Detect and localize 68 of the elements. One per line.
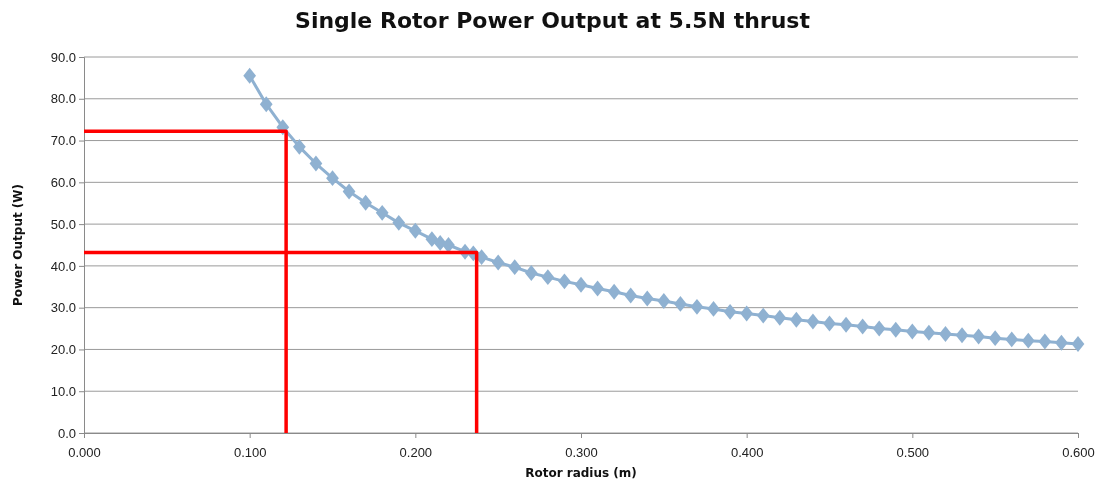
point bbox=[988, 330, 1002, 347]
y-tick-label: 10.0 bbox=[50, 383, 76, 399]
y-tick-label: 20.0 bbox=[50, 342, 76, 358]
point bbox=[740, 305, 754, 322]
point bbox=[309, 155, 323, 172]
point bbox=[806, 313, 820, 330]
point bbox=[524, 265, 538, 281]
y-tick-label: 50.0 bbox=[50, 216, 76, 232]
point bbox=[1038, 333, 1052, 350]
point bbox=[674, 295, 687, 312]
point bbox=[972, 328, 985, 345]
point bbox=[856, 318, 869, 335]
point bbox=[640, 290, 654, 307]
point bbox=[607, 283, 621, 300]
point bbox=[790, 311, 803, 328]
point bbox=[1055, 334, 1068, 351]
point bbox=[955, 327, 969, 344]
point bbox=[889, 321, 903, 338]
point bbox=[1071, 336, 1085, 352]
y-tick-label: 80.0 bbox=[50, 91, 76, 107]
y-tick-label: 60.0 bbox=[50, 174, 76, 190]
point bbox=[723, 303, 737, 320]
point bbox=[707, 300, 720, 317]
point bbox=[591, 280, 604, 297]
y-axis-title: Power Output (W) bbox=[11, 183, 25, 307]
point bbox=[939, 326, 952, 342]
point bbox=[1021, 332, 1035, 349]
x-tick-label: 0.500 bbox=[896, 444, 930, 460]
point bbox=[541, 269, 555, 286]
point bbox=[690, 298, 704, 315]
x-tick-label: 0.300 bbox=[565, 444, 598, 460]
x-tick-label: 0.200 bbox=[399, 444, 433, 460]
x-tick-label: 0.000 bbox=[68, 444, 101, 460]
point bbox=[392, 214, 406, 231]
point bbox=[359, 194, 372, 211]
point bbox=[293, 138, 306, 155]
point bbox=[839, 316, 853, 333]
point bbox=[773, 309, 787, 326]
y-tick-label: 40.0 bbox=[50, 258, 76, 274]
y-tick-label: 90.0 bbox=[50, 49, 76, 65]
x-tick-label: 0.600 bbox=[1062, 444, 1095, 460]
point bbox=[326, 170, 339, 187]
point bbox=[342, 183, 356, 200]
x-tick-label: 0.400 bbox=[730, 444, 764, 460]
point bbox=[408, 222, 422, 239]
point bbox=[574, 276, 588, 293]
point bbox=[823, 315, 836, 332]
point bbox=[624, 287, 638, 304]
point bbox=[1005, 331, 1019, 348]
point bbox=[491, 254, 505, 271]
point bbox=[508, 259, 522, 276]
point bbox=[756, 307, 770, 324]
point bbox=[442, 237, 455, 253]
point bbox=[425, 231, 439, 248]
x-tick-label: 0.100 bbox=[233, 444, 267, 460]
point bbox=[872, 320, 886, 337]
chart-title: Single Rotor Power Output at 5.5N thrust bbox=[295, 8, 811, 33]
point bbox=[905, 323, 919, 340]
point bbox=[657, 293, 671, 309]
point bbox=[558, 273, 571, 290]
y-tick-label: 0.0 bbox=[57, 425, 76, 441]
point bbox=[259, 96, 273, 113]
y-tick-label: 70.0 bbox=[50, 133, 76, 149]
point bbox=[375, 204, 389, 221]
point bbox=[243, 67, 257, 84]
point bbox=[922, 324, 936, 341]
x-axis-title: Rotor radius (m) bbox=[525, 466, 637, 480]
y-tick-label: 30.0 bbox=[50, 300, 76, 316]
